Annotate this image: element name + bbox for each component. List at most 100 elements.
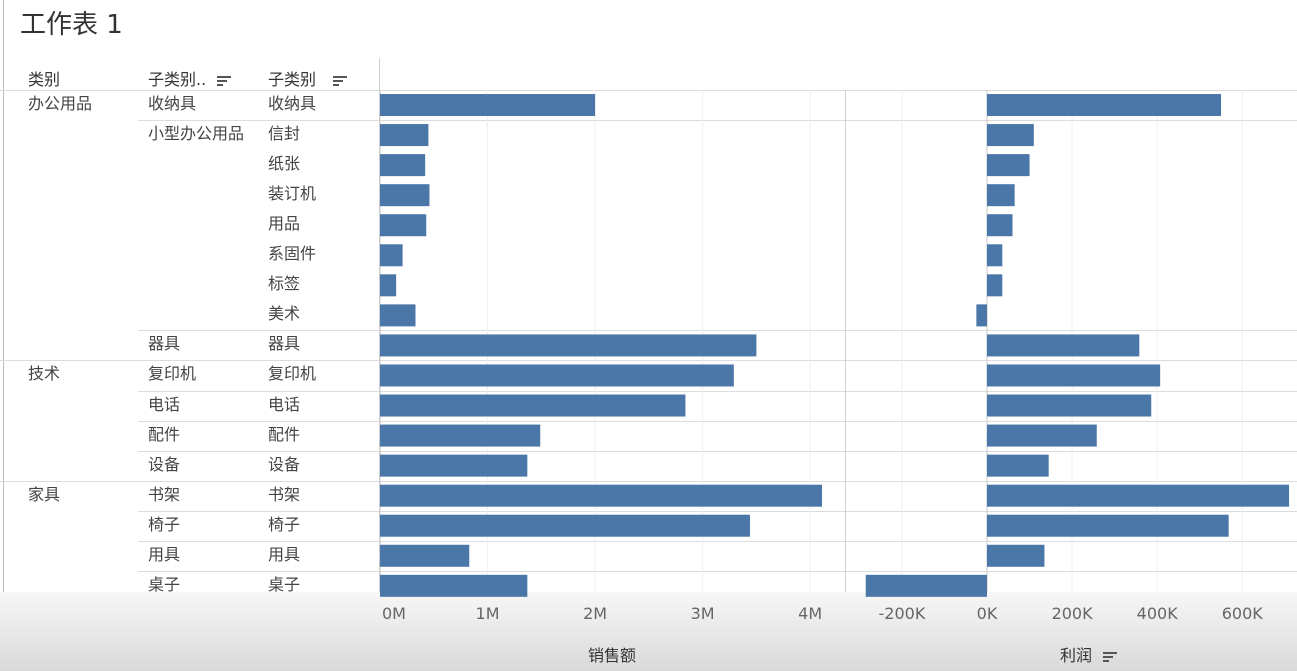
subcategory-label: 标签 xyxy=(268,274,301,293)
group-divider xyxy=(0,360,1297,361)
header-subcategory[interactable]: 子类别 xyxy=(268,66,348,90)
sales-bar[interactable] xyxy=(380,184,430,207)
subcategory-label: 用品 xyxy=(268,214,301,233)
sales-bar[interactable] xyxy=(380,274,397,297)
header-subcategory-short[interactable]: 子类别.. xyxy=(148,66,232,90)
sales-bar[interactable] xyxy=(380,454,528,477)
tick-label: 200K xyxy=(1051,604,1093,623)
sales-bar[interactable] xyxy=(380,214,427,237)
profit-bar[interactable] xyxy=(987,364,1161,387)
sales-bar[interactable] xyxy=(380,154,426,177)
header-category[interactable]: 类别 xyxy=(28,66,60,90)
profit-bar[interactable] xyxy=(987,124,1034,147)
subcategory-short-label: 器具 xyxy=(148,334,181,353)
category-label: 家具 xyxy=(28,485,61,504)
subcategory-label: 设备 xyxy=(268,455,301,474)
profit-bar[interactable] xyxy=(987,454,1049,477)
profit-bar[interactable] xyxy=(987,94,1221,117)
tick-label: 0M xyxy=(382,604,406,623)
left-border xyxy=(3,0,4,671)
subcategory-label: 信封 xyxy=(268,124,301,143)
sales-bar[interactable] xyxy=(380,394,686,417)
profit-bar[interactable] xyxy=(987,544,1045,567)
sort-icon[interactable] xyxy=(217,74,232,88)
subgroup-divider xyxy=(138,330,1297,331)
sales-bar[interactable] xyxy=(380,244,403,267)
profit-bar[interactable] xyxy=(987,334,1140,357)
header-subcategory-label: 子类别 xyxy=(268,70,317,89)
sort-icon[interactable] xyxy=(333,74,348,88)
axis-title-profit: 利润 xyxy=(1060,646,1093,665)
sales-bar[interactable] xyxy=(380,544,470,567)
profit-bar[interactable] xyxy=(987,484,1290,507)
header-bottom-line xyxy=(0,90,1297,91)
header-divider xyxy=(379,58,380,90)
tick-label: 4M xyxy=(798,604,823,623)
subcategory-label: 收纳具 xyxy=(268,94,317,113)
tick-label: 0K xyxy=(976,604,998,623)
profit-bar[interactable] xyxy=(987,274,1003,297)
subcategory-label: 配件 xyxy=(268,425,301,444)
subcategory-label: 纸张 xyxy=(268,154,301,173)
profit-bar[interactable] xyxy=(865,574,987,597)
subcategory-short-label: 配件 xyxy=(148,425,181,444)
subcategory-label: 复印机 xyxy=(268,364,317,383)
tick-label: 3M xyxy=(690,604,715,623)
subcategory-short-label: 收纳具 xyxy=(148,94,197,113)
header-category-label: 类别 xyxy=(28,70,61,89)
subcategory-label: 装订机 xyxy=(268,184,317,203)
tick-label: 400K xyxy=(1136,604,1178,623)
subcategory-short-label: 椅子 xyxy=(148,515,181,534)
sales-bar[interactable] xyxy=(380,304,416,327)
profit-bar[interactable] xyxy=(987,514,1229,537)
subcategory-short-label: 用具 xyxy=(148,545,181,564)
profit-bar[interactable] xyxy=(987,424,1097,447)
profit-bar[interactable] xyxy=(987,214,1013,237)
header-subcategory-short-label: 子类别.. xyxy=(148,70,207,89)
sales-bar[interactable] xyxy=(380,334,757,357)
subcategory-label: 桌子 xyxy=(268,575,301,594)
tick-label: 2M xyxy=(583,604,608,623)
sales-bar[interactable] xyxy=(380,364,734,387)
profit-bar[interactable] xyxy=(976,304,987,327)
tick-label: 1M xyxy=(475,604,500,623)
subcategory-short-label: 设备 xyxy=(148,455,181,474)
subgroup-divider xyxy=(138,541,1297,542)
subgroup-divider xyxy=(138,571,1297,572)
sales-bar[interactable] xyxy=(380,574,528,597)
subgroup-divider xyxy=(138,421,1297,422)
subcategory-label: 书架 xyxy=(268,485,301,504)
subgroup-divider xyxy=(138,511,1297,512)
sales-bar[interactable] xyxy=(380,514,750,537)
subcategory-short-label: 书架 xyxy=(148,485,181,504)
category-label: 技术 xyxy=(28,364,61,383)
profit-bar[interactable] xyxy=(987,394,1152,417)
group-divider xyxy=(0,481,1297,482)
pane-divider xyxy=(845,90,846,671)
tick-label: -200K xyxy=(878,604,926,623)
sales-bar[interactable] xyxy=(380,424,541,447)
subcategory-label: 美术 xyxy=(268,304,301,323)
profit-bar[interactable] xyxy=(987,244,1003,267)
sort-icon[interactable] xyxy=(1103,650,1118,664)
tick-label: 600K xyxy=(1221,604,1263,623)
sales-bar[interactable] xyxy=(380,484,822,507)
axis-title-sales[interactable]: 销售额 xyxy=(587,646,636,665)
profit-bar[interactable] xyxy=(987,184,1015,207)
subcategory-short-label: 复印机 xyxy=(148,364,197,383)
sheet-title: 工作表 1 xyxy=(20,10,123,40)
subgroup-divider xyxy=(138,120,1297,121)
subcategory-short-label: 桌子 xyxy=(148,575,181,594)
sales-bar[interactable] xyxy=(380,94,596,117)
subcategory-label: 电话 xyxy=(268,395,301,414)
subcategory-label: 系固件 xyxy=(268,244,317,263)
subcategory-label: 椅子 xyxy=(268,515,301,534)
sales-bar[interactable] xyxy=(380,124,429,147)
axis-title-profit-wrap[interactable]: 利润 xyxy=(1060,642,1118,666)
subcategory-short-label: 小型办公用品 xyxy=(148,124,245,143)
subcategory-label: 用具 xyxy=(268,545,301,564)
subcategory-short-label: 电话 xyxy=(148,395,181,414)
profit-bar[interactable] xyxy=(987,154,1030,177)
subgroup-divider xyxy=(138,391,1297,392)
